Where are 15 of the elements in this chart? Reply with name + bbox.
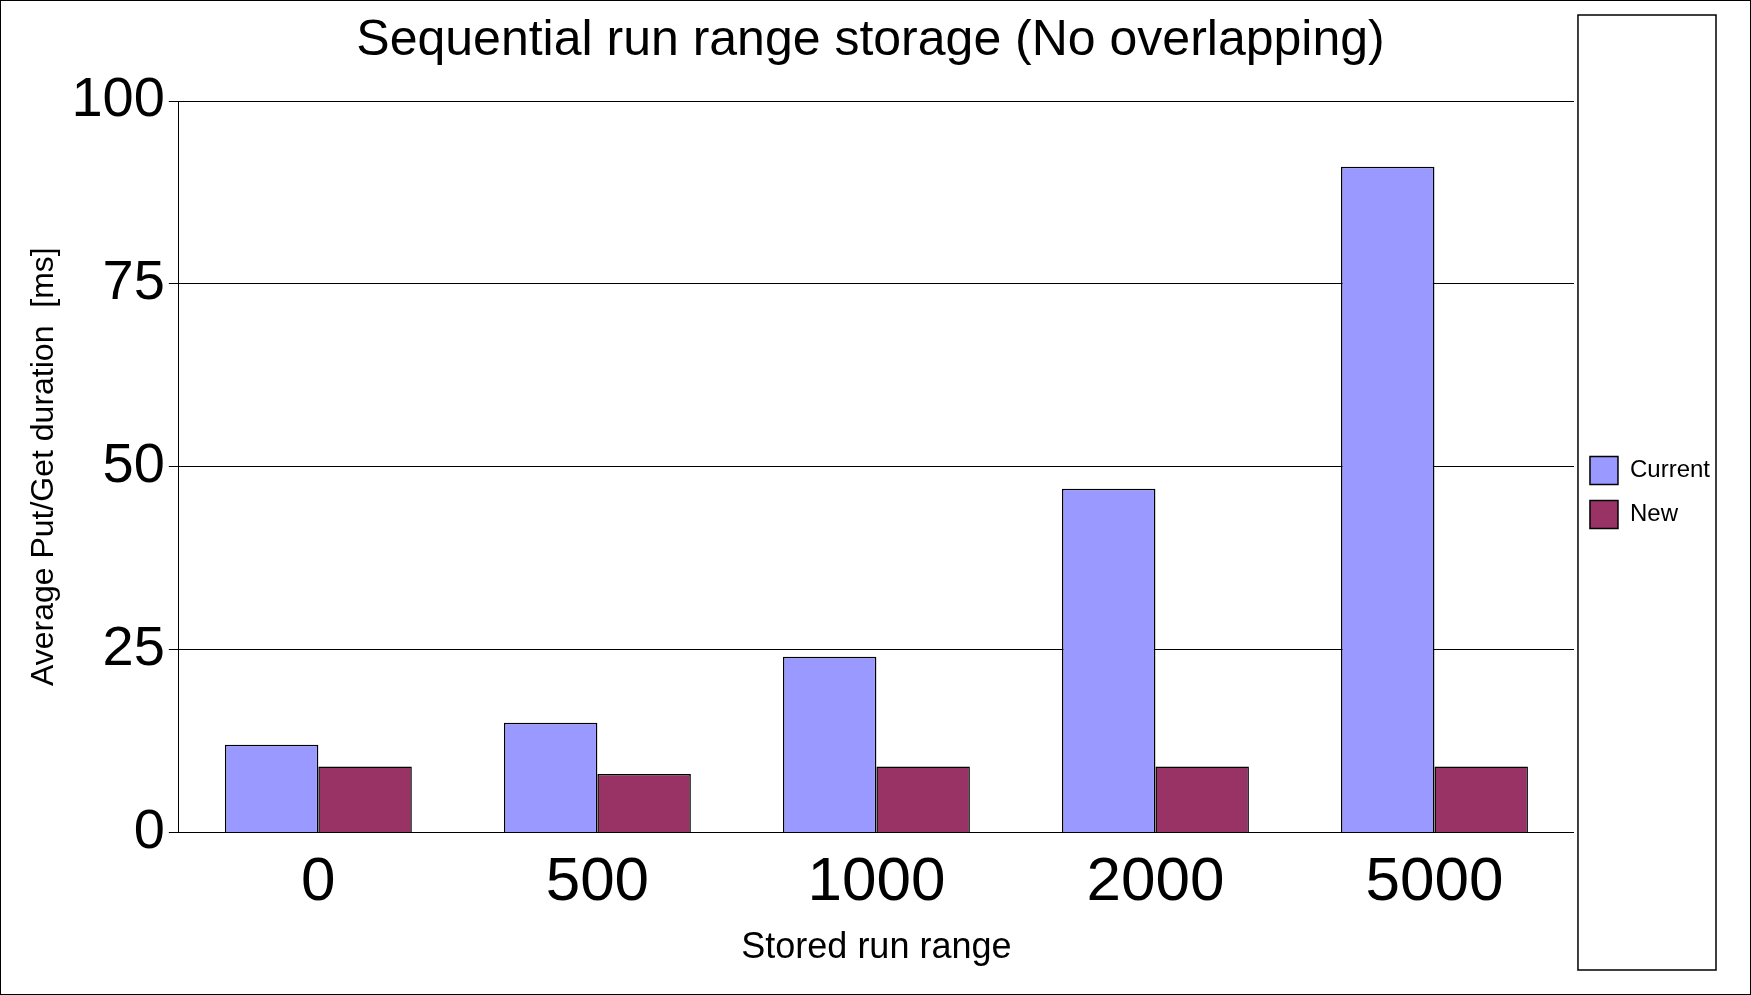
- y-tick-label: 75: [102, 248, 165, 312]
- y-axis-title: Average Put/Get duration [ms]: [24, 247, 61, 687]
- legend-label: Current: [1629, 455, 1711, 483]
- chart-title: Sequential run range storage (No overlapping): [356, 9, 1385, 66]
- y-tick-label: 50: [102, 431, 165, 495]
- y-tick-label: 0: [133, 796, 165, 860]
- y-tick-label: 25: [102, 613, 165, 677]
- x-tick-label: 1000: [807, 843, 946, 913]
- x-tick-label: 2000: [1086, 843, 1225, 913]
- y-tick-label: 100: [71, 65, 165, 129]
- legend-label: New: [1629, 499, 1679, 527]
- x-tick-label: 0: [301, 843, 336, 913]
- x-tick-label: 500: [545, 843, 650, 913]
- x-axis-title: Stored run range: [741, 925, 1012, 967]
- x-tick-label: 5000: [1365, 843, 1504, 913]
